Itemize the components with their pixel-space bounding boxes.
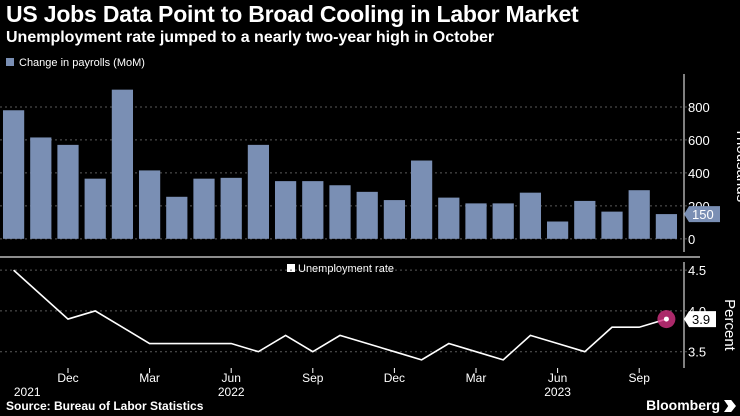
bar-y-tick-label: 800	[688, 100, 710, 115]
payroll-bar	[601, 211, 623, 239]
latest-point	[663, 316, 669, 322]
payroll-bar	[574, 200, 596, 239]
line-legend-swatch	[287, 264, 295, 272]
payroll-bar	[166, 196, 188, 239]
bloomberg-logo: Bloomberg	[646, 397, 720, 413]
bar-legend-label: Change in payrolls (MoM)	[19, 57, 145, 69]
payroll-bar	[356, 191, 378, 239]
x-tick-label: Sep	[302, 371, 324, 385]
x-axis: Dec Mar Jun Sep Dec Mar Jun Sep 2021 2022 2023	[14, 368, 650, 399]
payroll-bar	[2, 110, 25, 239]
x-year-label: 2023	[544, 385, 571, 399]
source-note: Source: Bureau of Labor Statistics	[6, 399, 204, 413]
x-tick-label: Jun	[222, 371, 241, 385]
bar-y-tick-label: 400	[688, 166, 710, 181]
bloomberg-arrow-icon	[724, 400, 736, 412]
x-tick-label: Mar	[139, 371, 160, 385]
payroll-bar	[84, 178, 106, 239]
x-year-label: 2021	[14, 385, 41, 399]
chart-title: US Jobs Data Point to Broad Cooling in L…	[6, 1, 579, 27]
payroll-bar	[30, 137, 52, 239]
bar-y-axis-title: Thousands	[733, 128, 740, 202]
x-tick-label: Mar	[466, 371, 487, 385]
x-year-label: 2022	[218, 385, 245, 399]
line-last-value-label: 3.9	[692, 312, 710, 327]
bar-legend-swatch	[6, 58, 14, 66]
x-tick-label: Jun	[548, 371, 567, 385]
payroll-bar	[138, 170, 161, 239]
bar-last-value-label: 150	[692, 207, 714, 222]
unemployment-line	[13, 269, 667, 361]
payroll-bar	[220, 177, 242, 239]
payroll-bar	[247, 144, 270, 239]
line-last-value-tag	[684, 311, 716, 328]
payroll-bar	[655, 214, 678, 239]
payroll-bar	[628, 190, 650, 239]
chart-subtitle: Unemployment rate jumped to a nearly two…	[6, 29, 495, 46]
payroll-bar	[438, 197, 460, 239]
payroll-bar	[492, 203, 514, 239]
payroll-bar	[274, 181, 297, 239]
x-tick-label: Dec	[57, 371, 78, 385]
line-y-tick-label: 4.5	[688, 263, 706, 278]
bar-y-tick-label: 0	[688, 232, 695, 247]
payroll-bar	[329, 185, 351, 239]
x-tick-label: Dec	[384, 371, 405, 385]
payroll-bar	[57, 144, 79, 239]
line-y-tick-label: 3.5	[688, 345, 706, 360]
bar-last-value-tag	[684, 206, 720, 223]
payroll-bar	[519, 192, 542, 239]
payroll-bar	[546, 221, 569, 239]
x-tick-label: Sep	[629, 371, 651, 385]
bar-panel: Change in payrolls (MoM)0200400600800150…	[0, 57, 740, 258]
payroll-bar	[465, 203, 487, 239]
payroll-bar	[193, 178, 215, 239]
line-y-axis-title: Percent	[721, 299, 738, 352]
payroll-bar	[410, 160, 433, 239]
line-legend-label: Unemployment rate	[298, 263, 394, 275]
bar-y-tick-label: 600	[688, 133, 710, 148]
payroll-bar	[111, 89, 134, 239]
payroll-bar	[302, 181, 324, 239]
payroll-bar	[383, 200, 406, 239]
